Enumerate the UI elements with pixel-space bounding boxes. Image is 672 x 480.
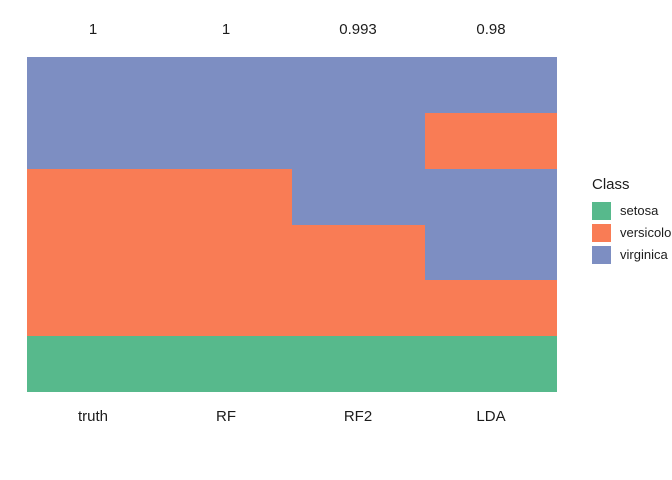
segment-RF-virginica xyxy=(159,57,292,169)
column-LDA xyxy=(424,57,557,393)
legend-label-versicolor: versicolor xyxy=(620,225,672,240)
segment-RF2-versicolor xyxy=(292,224,425,337)
segment-LDA-virginica xyxy=(424,57,557,113)
segment-RF2-setosa xyxy=(292,336,425,392)
legend-item-setosa: setosa xyxy=(592,202,672,220)
accuracy-label-lda: 0.98 xyxy=(476,21,506,38)
segment-LDA-virginica xyxy=(424,168,557,281)
legend-label-virginica: virginica xyxy=(620,247,668,262)
accuracy-label-rf2: 0.993 xyxy=(339,21,377,38)
x-tick-truth: truth xyxy=(77,408,109,425)
virginica-swatch xyxy=(592,246,611,264)
segment-truth-virginica xyxy=(27,57,160,169)
legend-item-versicolor: versicolor xyxy=(592,224,672,242)
legend-title: Class xyxy=(592,176,630,193)
segment-RF-versicolor xyxy=(159,168,292,337)
segment-truth-setosa xyxy=(27,336,160,392)
x-tick-rf2: RF2 xyxy=(343,408,373,425)
x-tick-rf: RF xyxy=(216,408,236,425)
segment-LDA-versicolor xyxy=(424,112,557,169)
plot-area xyxy=(27,57,557,393)
column-truth xyxy=(27,57,160,392)
segment-LDA-versicolor xyxy=(424,280,557,337)
accuracy-label-truth: 1 xyxy=(88,21,98,38)
versicolor-swatch xyxy=(592,224,611,242)
column-RF xyxy=(159,57,292,392)
legend-item-virginica: virginica xyxy=(592,246,672,264)
segment-RF2-virginica xyxy=(292,57,425,225)
segment-LDA-setosa xyxy=(424,336,557,393)
x-tick-lda: LDA xyxy=(476,408,506,425)
setosa-swatch xyxy=(592,202,611,220)
segment-RF-setosa xyxy=(159,336,292,392)
segment-truth-versicolor xyxy=(27,168,160,337)
legend: Class setosa versicolor virginica xyxy=(592,177,672,268)
column-RF2 xyxy=(292,57,425,392)
legend-label-setosa: setosa xyxy=(620,203,659,218)
accuracy-label-rf: 1 xyxy=(221,21,231,38)
